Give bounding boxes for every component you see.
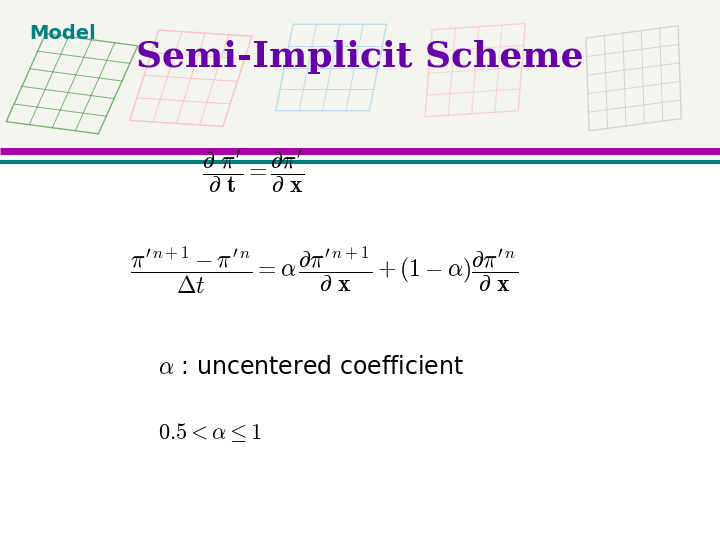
Text: Semi-Implicit Scheme: Semi-Implicit Scheme xyxy=(136,40,584,73)
FancyBboxPatch shape xyxy=(0,0,720,151)
Text: $\dfrac{\pi^{\prime\,n+1} - \pi^{\prime\,n}}{\Delta t} = \alpha\,\dfrac{\partial: $\dfrac{\pi^{\prime\,n+1} - \pi^{\prime\… xyxy=(130,244,518,296)
Text: $\alpha$ : uncentered coefficient: $\alpha$ : uncentered coefficient xyxy=(158,355,464,379)
Text: Model: Model xyxy=(29,24,96,43)
Text: $\dfrac{\partial\ \pi^{\prime}}{\partial\ \mathbf{t}} = \dfrac{\partial\pi^{\pri: $\dfrac{\partial\ \pi^{\prime}}{\partial… xyxy=(202,149,305,197)
Text: $0.5 < \alpha \leq 1$: $0.5 < \alpha \leq 1$ xyxy=(158,421,263,443)
